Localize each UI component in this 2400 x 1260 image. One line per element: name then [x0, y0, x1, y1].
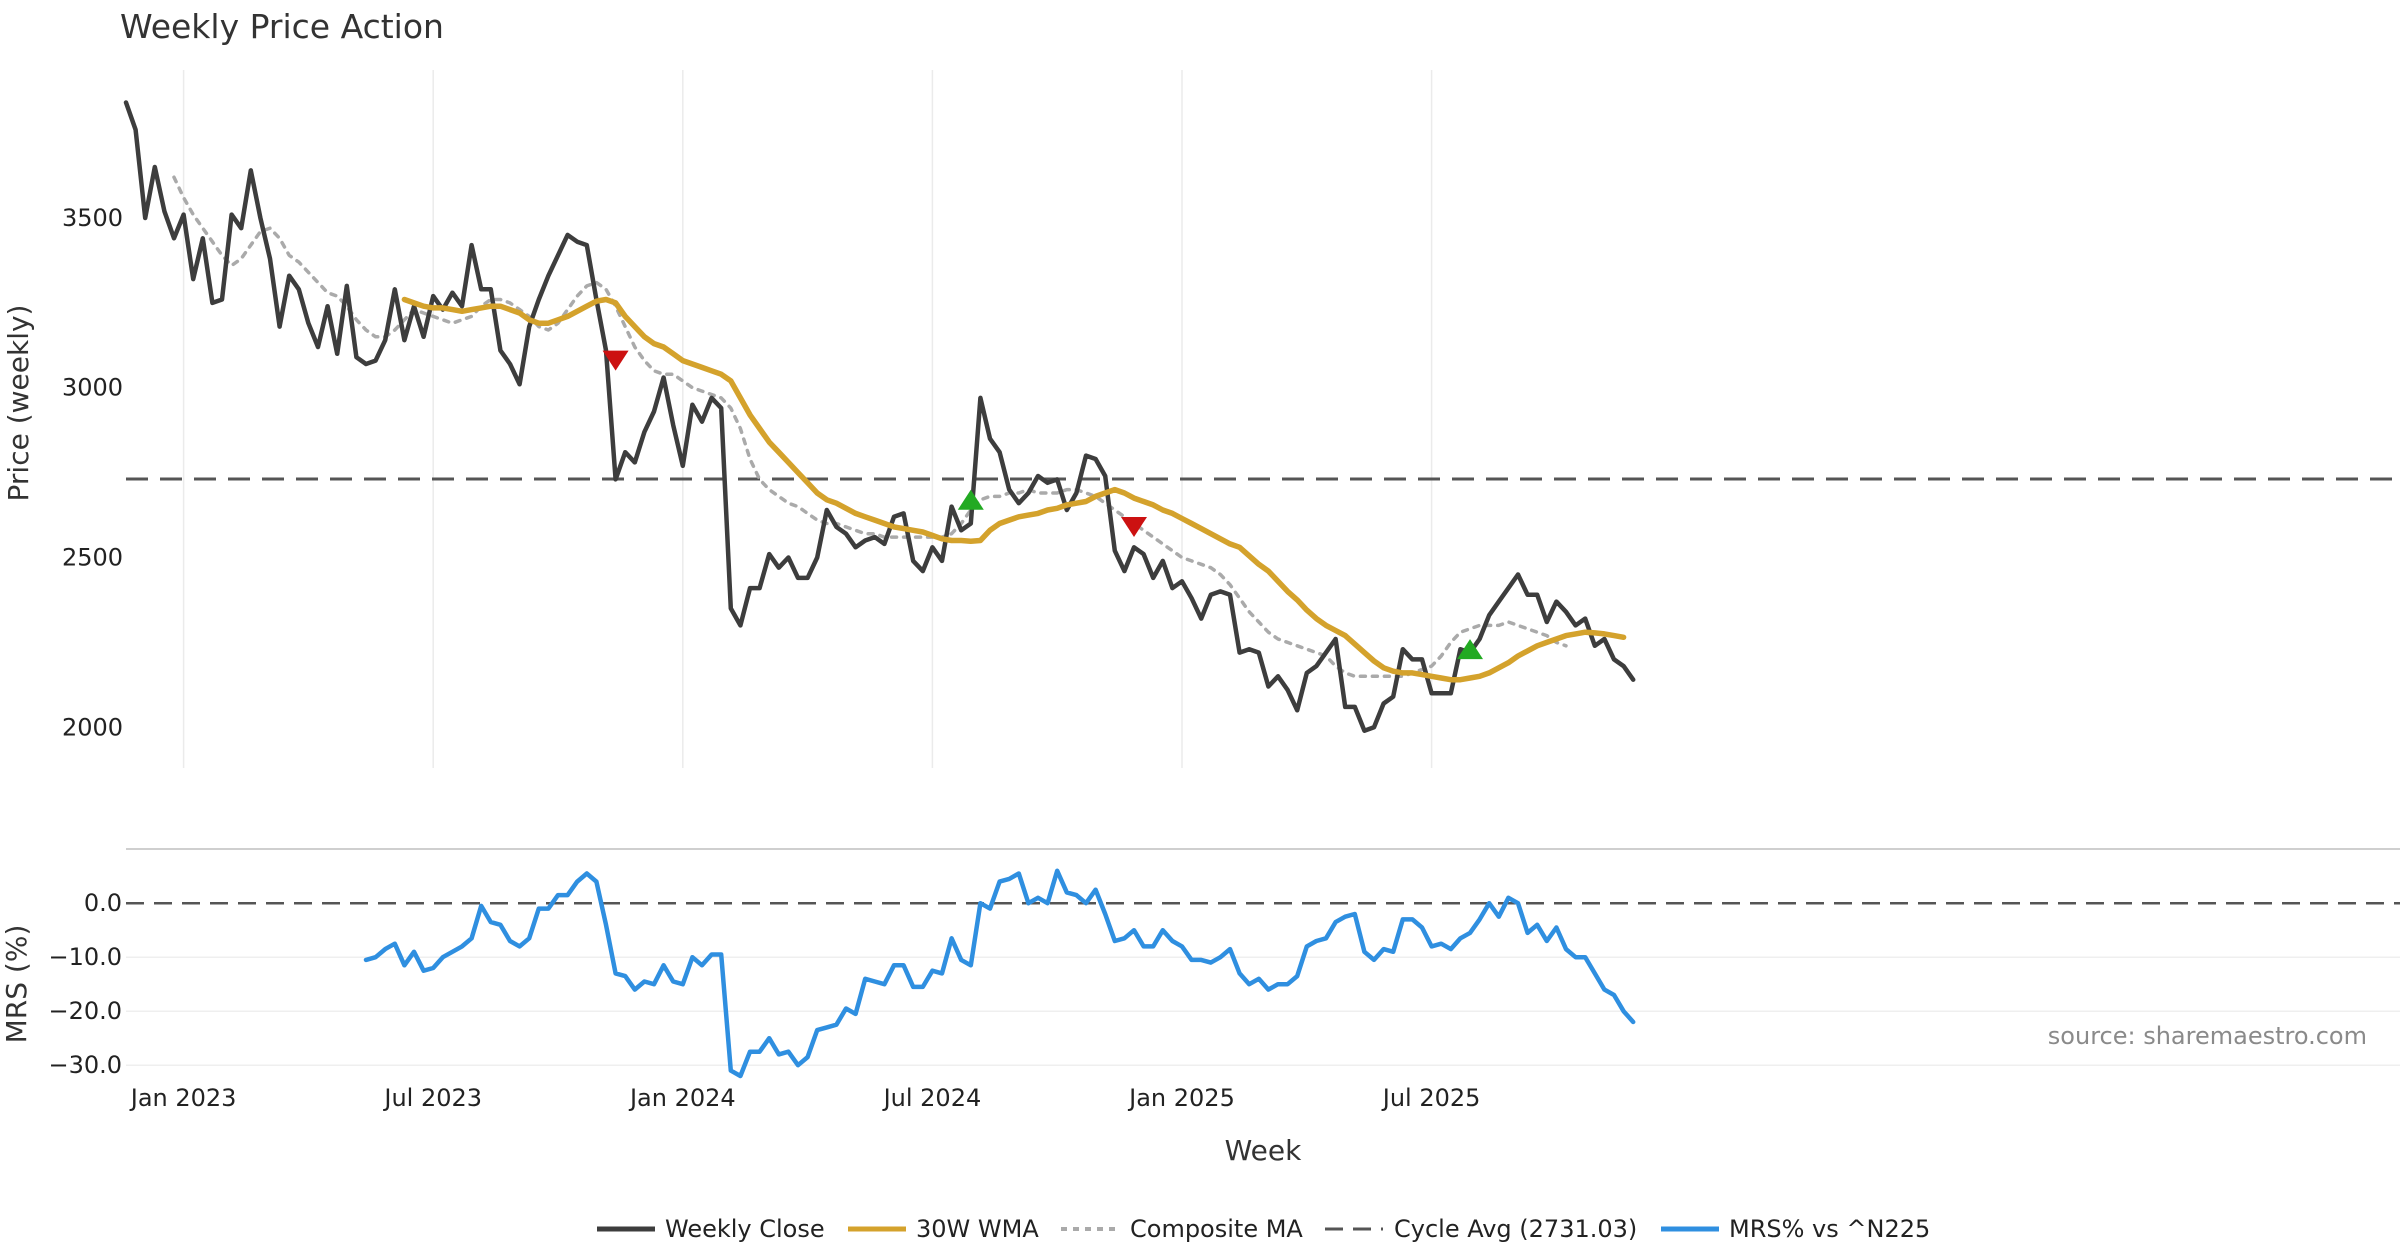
legend: Weekly Close 30W WMA Composite MA Cycle … [597, 1215, 1930, 1243]
buy-signal-marker [1457, 639, 1483, 660]
buy-signal-marker [957, 489, 984, 510]
price-y-tick-label: 2000 [62, 713, 123, 741]
price-y-tick-label: 3500 [62, 204, 123, 232]
x-tick-label: Jan 2023 [129, 1084, 237, 1112]
mrs-y-tick-label: −10.0 [48, 943, 122, 971]
mrs-y-tick-label: −30.0 [48, 1051, 122, 1079]
price-y-tick-label: 3000 [62, 374, 123, 402]
series-composite-ma [172, 175, 1568, 679]
legend-weekly-close: Weekly Close [665, 1215, 825, 1243]
x-axis-label: Week [1225, 1134, 1302, 1167]
x-tick-label: Jul 2024 [882, 1084, 982, 1112]
x-tick-label: Jan 2024 [628, 1084, 736, 1112]
chart-title: Weekly Price Action [120, 7, 444, 46]
sell-signal-marker [602, 350, 629, 371]
x-tick-label: Jan 2025 [1127, 1084, 1235, 1112]
mrs-y-tick-label: −20.0 [48, 997, 122, 1025]
price-axis-label: Price (weekly) [2, 305, 35, 502]
price-y-tick-label: 2500 [62, 543, 123, 571]
mrs-axis-label: MRS (%) [0, 925, 33, 1044]
legend-cycle-avg: Cycle Avg (2731.03) [1394, 1215, 1637, 1243]
series-mrs-vs-n225 [363, 868, 1636, 1079]
mrs-y-tick-label: 0.0 [84, 889, 122, 917]
legend-mrs: MRS% vs ^N225 [1729, 1215, 1930, 1243]
series-weekly-close [123, 100, 1636, 733]
x-tick-label: Jul 2025 [1381, 1084, 1481, 1112]
x-tick-label: Jul 2023 [382, 1084, 482, 1112]
series-30w-wma [401, 296, 1627, 683]
legend-wma: 30W WMA [916, 1215, 1039, 1243]
sell-signal-marker [1121, 516, 1147, 537]
legend-composite-ma: Composite MA [1130, 1215, 1303, 1243]
source-annotation: source: sharemaestro.com [2048, 1022, 2367, 1050]
